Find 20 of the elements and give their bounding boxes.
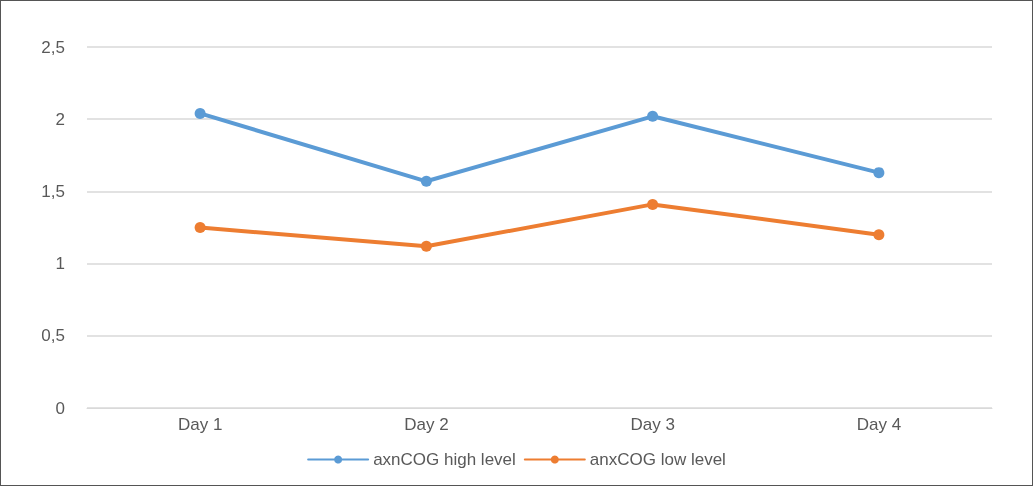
point — [873, 167, 885, 179]
x-tick-label: Day 1 — [177, 415, 223, 434]
point — [194, 222, 206, 233]
y-tick-label: 2,5 — [41, 37, 65, 57]
x-tick-label: Day 3 — [630, 415, 675, 434]
x-tick-label: Day 4 — [856, 415, 902, 434]
point — [873, 229, 885, 241]
y-tick-label: 1,5 — [41, 181, 65, 201]
point — [647, 198, 659, 210]
point — [194, 107, 206, 119]
point — [420, 240, 432, 252]
y-tick-label: 2 — [55, 109, 65, 129]
y-tick-label: 0,5 — [41, 326, 65, 346]
x-tick-label: Day 2 — [404, 415, 449, 434]
legend-label: anxCOG low level — [589, 450, 726, 469]
y-tick-label: 0 — [55, 398, 65, 418]
point — [420, 175, 432, 187]
legend-label: axnCOG high level — [373, 450, 516, 469]
y-tick-label: 1 — [55, 254, 65, 274]
point — [647, 110, 659, 122]
